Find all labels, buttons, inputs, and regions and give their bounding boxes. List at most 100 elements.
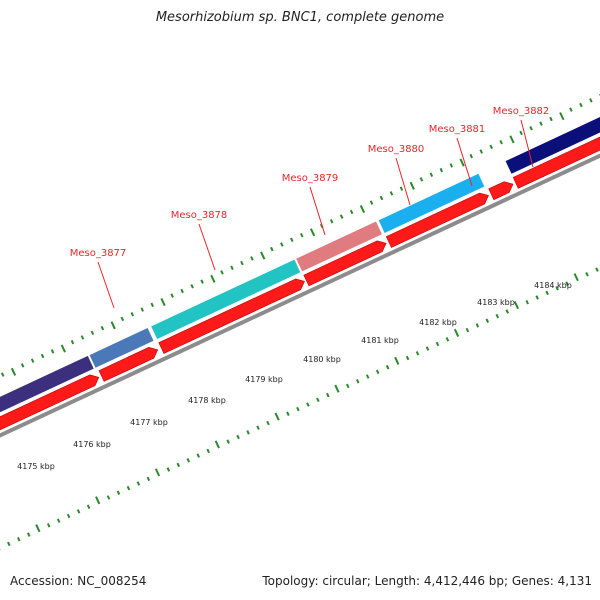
minor-tick (146, 476, 151, 482)
minor-tick (349, 209, 354, 215)
cds-arrow (158, 278, 305, 354)
scale-label: 4181 kbp (361, 336, 399, 345)
cds-arrow (385, 192, 489, 248)
minor-tick (0, 372, 5, 377)
minor-tick (589, 98, 593, 103)
minor-tick (519, 130, 523, 136)
minor-tick (379, 195, 384, 201)
minor-tick (270, 246, 274, 252)
major-tick (214, 440, 220, 449)
minor-tick (206, 448, 210, 454)
minor-tick (595, 267, 599, 272)
minor-tick (290, 237, 294, 243)
gene-label-layer: Meso_3877 Meso_3878 Meso_3879 Meso_3880 Meso… (70, 106, 550, 309)
gene-label: Meso_3877 (70, 248, 127, 259)
minor-tick (579, 102, 583, 108)
minor-tick (100, 325, 105, 331)
scale-label: 4180 kbp (303, 355, 341, 364)
minor-tick (220, 270, 224, 275)
minor-tick (46, 523, 51, 528)
minor-tick (30, 358, 35, 363)
major-tick (573, 273, 579, 282)
minor-tick (555, 285, 559, 291)
minor-tick (256, 425, 260, 430)
gene-leader-line (395, 157, 411, 206)
minor-tick (405, 355, 410, 361)
major-tick (359, 205, 366, 214)
minor-tick (106, 495, 111, 500)
major-tick (35, 524, 41, 533)
minor-tick (80, 335, 85, 340)
gene-leader-line (309, 186, 326, 236)
minor-tick (196, 453, 200, 458)
scale-label: 4177 kbp (130, 418, 168, 427)
minor-tick (70, 339, 75, 345)
gene-label: Meso_3881 (429, 124, 486, 135)
minor-tick (26, 532, 31, 537)
gene-feature-bar (505, 117, 600, 174)
minor-tick (346, 383, 350, 389)
cds-track (0, 136, 600, 431)
minor-tick (140, 307, 145, 312)
minor-tick (525, 299, 529, 305)
gene-label: Meso_3882 (493, 106, 550, 117)
minor-tick (529, 126, 533, 131)
minor-tick (17, 537, 21, 542)
major-tick (309, 228, 316, 237)
minor-tick (40, 353, 45, 359)
minor-tick (126, 485, 131, 491)
minor-tick (539, 121, 543, 126)
gene-feature-bar (378, 173, 485, 233)
minor-tick (226, 439, 230, 444)
backbone-line (0, 153, 600, 438)
minor-tick (170, 293, 174, 298)
minor-tick (585, 272, 589, 277)
minor-tick (569, 107, 573, 112)
minor-tick (505, 309, 510, 314)
scale-label: 4178 kbp (188, 396, 226, 405)
major-tick (274, 412, 280, 421)
gene-label: Meso_3880 (368, 144, 425, 155)
lower-tick-track (0, 267, 599, 551)
major-tick (559, 112, 565, 121)
major-tick (60, 344, 66, 353)
minor-tick (439, 167, 444, 173)
minor-tick (389, 191, 394, 196)
gene-leader-line (97, 261, 115, 309)
minor-tick (90, 330, 95, 336)
topology-text: Topology: circular; Length: 4,412,446 bp… (262, 574, 592, 588)
scale-label: 4183 kbp (477, 298, 515, 307)
feature-track (0, 117, 600, 413)
major-tick (154, 468, 161, 477)
gene-label: Meso_3878 (171, 210, 228, 221)
accession-text: Accession: NC_008254 (10, 574, 147, 588)
minor-tick (76, 509, 81, 514)
minor-tick (435, 341, 440, 347)
cds-arrow (488, 181, 514, 201)
minor-tick (355, 378, 360, 384)
minor-tick (246, 430, 250, 435)
minor-tick (326, 392, 330, 398)
gene-leader-line (198, 223, 216, 271)
minor-tick (200, 279, 204, 284)
minor-tick (280, 242, 284, 247)
minor-tick (236, 434, 240, 440)
minor-tick (186, 458, 191, 463)
minor-tick (365, 374, 370, 379)
minor-tick (499, 139, 503, 145)
minor-tick (240, 260, 244, 266)
major-tick (10, 367, 17, 376)
minor-tick (316, 397, 320, 403)
major-tick (110, 321, 116, 330)
minor-tick (489, 144, 493, 150)
minor-tick (375, 369, 380, 375)
scale-label: 4175 kbp (17, 462, 55, 471)
minor-tick (286, 411, 290, 416)
minor-tick (150, 302, 154, 308)
minor-tick (180, 288, 184, 294)
minor-tick (66, 513, 71, 519)
minor-tick (445, 337, 450, 342)
major-tick (459, 158, 465, 167)
